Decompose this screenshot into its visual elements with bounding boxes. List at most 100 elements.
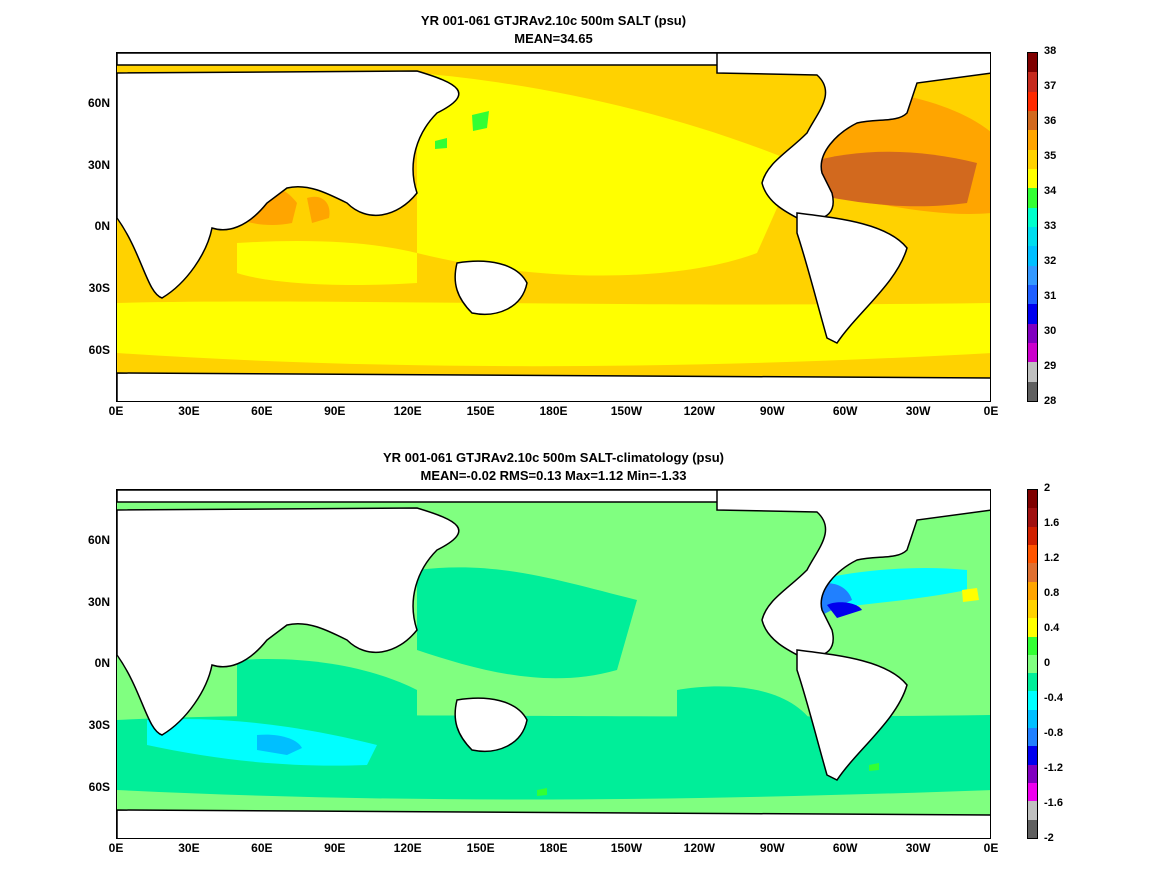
panel1-colorbar-label: 28 (1044, 395, 1057, 407)
panel2-xlabel-1: 30E (178, 841, 200, 855)
panel2-colorbar-label: -2 (1044, 832, 1054, 844)
panel1-colorbar-segment (1028, 362, 1037, 383)
panel1-colorbar-label: 34 (1044, 185, 1057, 197)
panel2-colorbar-segment (1028, 618, 1037, 638)
panel2-colorbar-segment (1028, 691, 1037, 711)
panel1-colorbar-segment (1028, 381, 1037, 402)
panel1-salinity-map (116, 52, 991, 402)
panel1-colorbar-label: 32 (1044, 255, 1057, 267)
panel1-ylabel-30n: 30N (87, 158, 110, 172)
panel1-colorbar-segment (1028, 304, 1037, 325)
panel2-colorbar-segment (1028, 764, 1037, 784)
panel1-xlabel-8: 120W (683, 404, 715, 418)
panel2-colorbar-label: -0.4 (1044, 692, 1063, 704)
panel1-xlabel-11: 30W (905, 404, 931, 418)
panel2-xlabel-10: 60W (832, 841, 858, 855)
panel2-colorbar-label: -1.2 (1044, 762, 1063, 774)
panel2-colorbar-label: 0.4 (1044, 622, 1060, 634)
panel2-colorbar-segment (1028, 526, 1037, 546)
panel1-colorbar-segment (1028, 53, 1037, 73)
panel2-xlabel-11: 30W (905, 841, 931, 855)
panel2-xlabel-6: 180E (539, 841, 568, 855)
panel2-ylabel-60n: 60N (87, 533, 110, 547)
panel2-title-line1: YR 001-061 GTJRAv2.10c 500m SALT-climato… (382, 450, 724, 465)
panel1-colorbar-label: 37 (1044, 80, 1057, 92)
panel2-ylabel-30s: 30S (88, 718, 110, 732)
panel1-xlabel-9: 90W (759, 404, 785, 418)
panel1-colorbar-segment (1028, 265, 1037, 286)
panel1-colorbar-label: 29 (1044, 360, 1057, 372)
panel2-title: YR 001-061 GTJRAv2.10c 500m SALT-climato… (116, 449, 991, 485)
panel1-colorbar-segment (1028, 188, 1037, 209)
panel1-colorbar-segment (1028, 285, 1037, 305)
panel2-colorbar-segment (1028, 728, 1037, 747)
panel2-title-line2: MEAN=-0.02 RMS=0.13 Max=1.12 Min=-1.33 (420, 468, 687, 483)
panel1-xlabel-12: 0E (983, 404, 999, 418)
panel2-colorbar-segment (1028, 544, 1037, 564)
panel1-map-svg (117, 53, 990, 401)
panel2-colorbar-label: 2 (1044, 482, 1051, 494)
panel1-colorbar-label: 35 (1044, 150, 1057, 162)
panel2-ylabel-30n: 30N (87, 595, 110, 609)
panel1-ylabel-60n: 60N (87, 96, 110, 110)
panel1-colorbar-segment (1028, 169, 1037, 189)
panel2-ylabel-0n: 0N (94, 656, 110, 670)
panel2-colorbar-segment (1028, 581, 1037, 601)
panel1-xlabel-3: 90E (324, 404, 346, 418)
panel1-colorbar-label: 36 (1044, 115, 1057, 127)
panel2-xlabel-9: 90W (759, 841, 785, 855)
panel1-ylabel-0n: 0N (94, 219, 110, 233)
panel2-colorbar-label: 1.2 (1044, 552, 1060, 564)
panel1-colorbar-segment (1028, 227, 1037, 247)
panel1-xlabel-0: 0E (108, 404, 124, 418)
panel1-xlabel-4: 120E (393, 404, 422, 418)
panel1-colorbar-segment (1028, 323, 1037, 344)
panel2-xlabel-3: 90E (324, 841, 346, 855)
panel2-xlabel-2: 60E (251, 841, 273, 855)
panel1-title-line2: MEAN=34.65 (514, 31, 593, 46)
panel1-colorbar-label: 31 (1044, 290, 1057, 302)
panel2-colorbar-segment (1028, 673, 1037, 692)
panel1-colorbar (1027, 52, 1038, 402)
panel1-xlabel-7: 150W (610, 404, 643, 418)
panel1-ylabel-30s: 30S (88, 281, 110, 295)
panel2-xlabel-5: 150E (466, 841, 495, 855)
panel2-xlabel-4: 120E (393, 841, 422, 855)
panel1-colorbar-segment (1028, 111, 1037, 131)
panel2-ylabel-60s: 60S (88, 780, 110, 794)
panel2-anomaly-map (116, 489, 991, 839)
panel1-colorbar-segment (1028, 130, 1037, 151)
panel2-map-svg (117, 490, 990, 838)
panel2-colorbar-segment (1028, 563, 1037, 583)
panel2-colorbar-segment (1028, 819, 1037, 839)
panel2-colorbar-segment (1028, 709, 1037, 729)
panel2-xlabel-12: 0E (983, 841, 999, 855)
panel2-colorbar-label: -0.8 (1044, 727, 1063, 739)
panel2-xlabel-0: 0E (108, 841, 124, 855)
panel2-colorbar-label: 0.8 (1044, 587, 1060, 599)
panel1-xlabel-5: 150E (466, 404, 495, 418)
panel1-title-line1: YR 001-061 GTJRAv2.10c 500m SALT (psu) (420, 13, 687, 28)
panel1-xlabel-2: 60E (251, 404, 273, 418)
panel1-colorbar-segment (1028, 207, 1037, 228)
panel2-colorbar-segment (1028, 599, 1037, 619)
panel1-ylabel-60s: 60S (88, 343, 110, 357)
panel2-xlabel-8: 120W (683, 841, 715, 855)
panel1-colorbar-segment (1028, 149, 1037, 170)
panel1-title: YR 001-061 GTJRAv2.10c 500m SALT (psu) M… (116, 12, 991, 48)
panel1-xlabel-6: 180E (539, 404, 568, 418)
panel2-colorbar-segment (1028, 490, 1037, 509)
panel1-colorbar-segment (1028, 246, 1037, 267)
panel1-colorbar-segment (1028, 91, 1037, 112)
panel2-colorbar-label: -1.6 (1044, 797, 1063, 809)
panel2-colorbar-segment (1028, 783, 1037, 802)
panel2-colorbar-label: 0 (1044, 657, 1051, 669)
panel2-colorbar-segment (1028, 508, 1037, 528)
panel2-colorbar-segment (1028, 746, 1037, 766)
panel1-colorbar-label: 33 (1044, 220, 1057, 232)
panel2-colorbar (1027, 489, 1038, 839)
panel2-colorbar-label: 1.6 (1044, 517, 1060, 529)
panel2-colorbar-segment (1028, 636, 1037, 656)
panel1-colorbar-label: 38 (1044, 45, 1057, 57)
panel1-colorbar-segment (1028, 343, 1037, 363)
